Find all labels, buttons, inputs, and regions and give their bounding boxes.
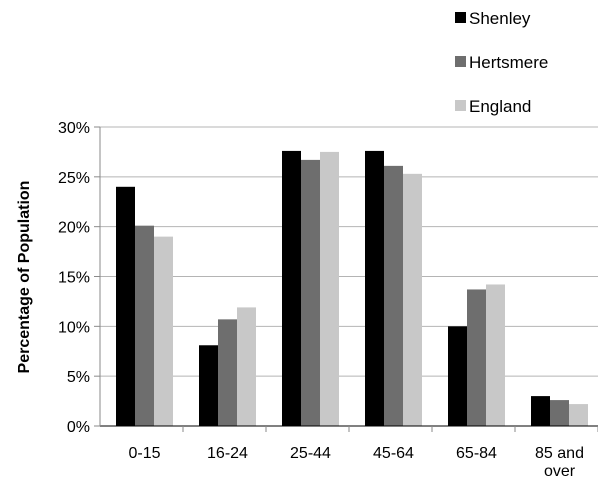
- y-tick-label: 10%: [58, 319, 90, 336]
- axes: 0% 5% 10% 15% 20% 25% 30% 0-15 16-24 25-44 45-64 65…: [58, 120, 598, 480]
- legend-label-england: England: [469, 97, 531, 116]
- x-category-label: over: [544, 463, 576, 480]
- y-tick-label: 15%: [58, 270, 90, 287]
- bar-shenley-3: [365, 150, 384, 427]
- x-category-label: 25-44: [290, 445, 331, 462]
- legend: Shenley Hertsmere England: [455, 9, 548, 116]
- bar-england-0: [154, 236, 173, 426]
- bar-series-group: [116, 150, 588, 427]
- y-tick-label: 5%: [67, 369, 90, 386]
- x-category-label: 45-64: [373, 445, 414, 462]
- bar-hertsmere-3: [384, 165, 403, 426]
- bar-england-5: [569, 404, 588, 426]
- y-tick-label: 25%: [58, 170, 90, 187]
- bar-england-1: [237, 307, 256, 426]
- x-category-label: 65-84: [456, 445, 497, 462]
- bar-shenley-0: [116, 186, 135, 426]
- legend-label-hertsmere: Hertsmere: [469, 53, 548, 72]
- bar-hertsmere-2: [301, 159, 320, 426]
- bar-england-2: [320, 151, 339, 426]
- legend-swatch-shenley: [455, 12, 466, 23]
- bar-shenley-5: [531, 396, 550, 426]
- bar-hertsmere-4: [467, 289, 486, 426]
- bar-hertsmere-1: [218, 319, 237, 426]
- bar-hertsmere-0: [135, 225, 154, 426]
- bar-england-3: [403, 173, 422, 426]
- bar-england-4: [486, 284, 505, 426]
- bar-shenley-1: [199, 345, 218, 426]
- y-tick-label: 30%: [58, 120, 90, 137]
- bar-hertsmere-5: [550, 400, 569, 426]
- y-axis-title: Percentage of Population: [16, 181, 33, 374]
- x-category-label: 0-15: [128, 445, 160, 462]
- y-tick-label: 0%: [67, 419, 90, 436]
- legend-swatch-england: [455, 100, 466, 111]
- legend-label-shenley: Shenley: [469, 9, 531, 28]
- y-tick-label: 20%: [58, 220, 90, 237]
- x-category-label: 16-24: [207, 445, 248, 462]
- gridlines: [100, 126, 598, 377]
- legend-swatch-hertsmere: [455, 56, 466, 67]
- bar-shenley-4: [448, 326, 467, 426]
- x-category-label: 85 and: [535, 445, 584, 462]
- bar-shenley-2: [282, 150, 301, 427]
